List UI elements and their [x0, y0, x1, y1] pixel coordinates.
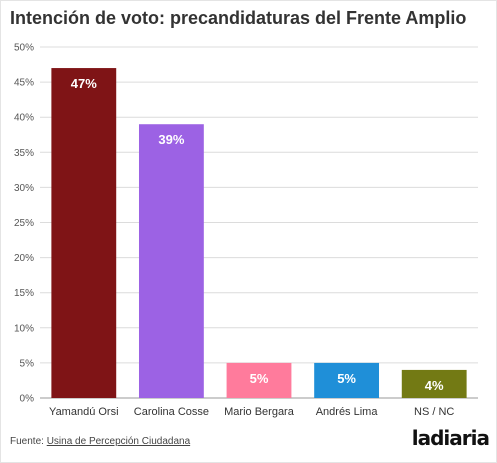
brand-logo: ladiaria [411, 426, 490, 450]
chart-title: Intención de voto: precandidaturas del F… [10, 8, 467, 28]
data-label: 5% [250, 371, 269, 386]
source-note: Fuente: Usina de Percepción Ciudadana [10, 436, 190, 447]
y-tick-label: 40% [14, 113, 34, 124]
bar[interactable] [314, 362, 380, 398]
y-tick-label: 25% [14, 218, 34, 229]
y-tick-label: 10% [14, 323, 34, 334]
data-labels: 47% 39% 5% 5% 4% [71, 76, 444, 393]
y-tick-label: 20% [14, 253, 34, 264]
bar[interactable] [226, 362, 292, 398]
y-tick-label: 35% [14, 148, 34, 159]
data-label: 39% [158, 132, 184, 147]
bar[interactable] [401, 369, 467, 398]
category-label: Carolina Cosse [134, 406, 209, 418]
x-axis-categories: Yamandú Orsi Carolina Cosse Mario Bergara A… [49, 406, 454, 418]
data-label: 4% [425, 378, 444, 393]
y-tick-label: 30% [14, 183, 34, 194]
category-label: Yamandú Orsi [49, 406, 119, 418]
y-axis-ticks: 0% 5% 10% 15% 20% 25% 30% 35% 40% 45% 50% [14, 43, 34, 405]
category-label: Andrés Lima [316, 406, 379, 418]
category-label: NS / NC [414, 406, 454, 418]
y-tick-label: 5% [20, 358, 35, 369]
bar[interactable] [51, 68, 117, 398]
y-tick-label: 15% [14, 288, 34, 299]
source-link[interactable]: Usina de Percepción Ciudadana [46, 436, 191, 447]
category-label: Mario Bergara [224, 406, 295, 418]
y-tick-label: 50% [14, 43, 34, 54]
bar[interactable] [138, 124, 204, 398]
bars [51, 68, 467, 398]
data-label: 47% [71, 76, 97, 91]
source-prefix: Fuente: [10, 436, 44, 447]
y-tick-label: 45% [14, 78, 34, 89]
y-tick-label: 0% [20, 394, 35, 405]
data-label: 5% [337, 371, 356, 386]
